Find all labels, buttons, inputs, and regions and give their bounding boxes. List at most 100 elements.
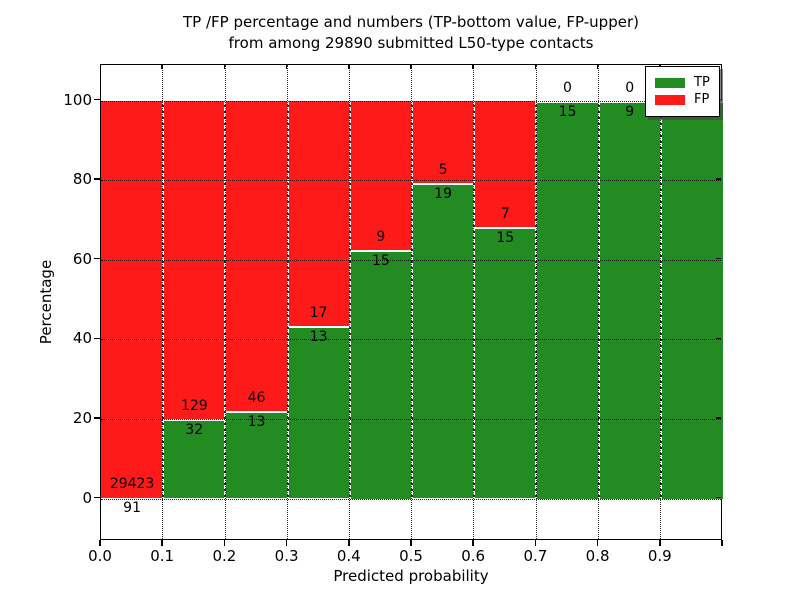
vertical-gridline	[162, 65, 164, 539]
vertical-gridline	[660, 65, 662, 539]
x-tick-label: 0.9	[647, 547, 672, 565]
bar-segment-fp	[349, 100, 412, 250]
vertical-gridline	[286, 65, 288, 539]
x-tick-label: 0.0	[88, 547, 112, 565]
tp-color-swatch	[655, 78, 685, 88]
y-tick-mark-right	[715, 337, 721, 340]
y-tick-mark	[94, 417, 100, 419]
bar-segment-tp	[163, 419, 226, 499]
chart-title-line2: from among 29890 submitted L50-type cont…	[228, 34, 594, 52]
tp-count-label: 91	[123, 500, 141, 517]
tp-count-label: 19	[434, 186, 452, 203]
y-tick-label: 40	[72, 329, 92, 348]
tp-count-label: 15	[496, 230, 515, 247]
x-tick-label: 0.8	[585, 547, 610, 565]
x-tick-label: 0.3	[274, 547, 299, 565]
bar-segment-fp	[101, 100, 164, 498]
fp-count-label: 5	[438, 162, 448, 179]
y-tick-mark-right	[715, 496, 721, 499]
tp-count-label: 15	[558, 103, 577, 120]
bar-segment-fp	[474, 100, 537, 228]
chart-title-line1: TP /FP percentage and numbers (TP-bottom…	[183, 13, 639, 31]
x-tick-mark	[161, 540, 163, 546]
horizontal-gridline	[101, 100, 721, 102]
x-tick-mark	[472, 540, 474, 546]
x-tick-label: 0.5	[399, 547, 423, 565]
legend-label-tp: TP	[694, 75, 710, 90]
x-tick-mark-top	[596, 64, 599, 69]
x-tick-mark	[721, 540, 723, 546]
plot-area: 2942391129324613171391551971501509032	[100, 64, 723, 540]
x-tick-mark-top	[534, 64, 537, 69]
fp-count-label: 129	[180, 398, 208, 415]
y-tick-mark	[94, 257, 100, 260]
tp-count-label: 15	[371, 252, 390, 269]
fp-count-label: 46	[247, 389, 266, 406]
legend-item-tp: TP	[655, 76, 710, 90]
x-tick-mark	[285, 540, 288, 546]
fp-count-label: 29423	[109, 476, 155, 493]
x-tick-mark	[534, 540, 537, 546]
fp-count-label: 0	[563, 79, 572, 96]
vertical-gridline	[411, 65, 413, 539]
tp-count-label: 13	[247, 413, 266, 430]
bar-segment-tp	[660, 100, 723, 499]
horizontal-gridline	[101, 498, 721, 500]
vertical-gridline	[597, 65, 599, 539]
vertical-gridline	[473, 65, 475, 539]
bar-segment-tp	[474, 227, 537, 499]
legend: TP FP	[645, 66, 720, 117]
x-tick-mark-top	[223, 64, 226, 69]
x-tick-mark-top	[285, 64, 288, 69]
y-tick-label: 0	[82, 488, 92, 507]
x-tick-label: 0.1	[150, 547, 175, 565]
y-tick-mark-right	[715, 178, 721, 180]
horizontal-gridline	[101, 418, 721, 420]
x-tick-mark	[659, 540, 661, 546]
horizontal-gridline	[101, 180, 721, 182]
x-tick-label: 0.2	[212, 547, 237, 565]
bar-segment-tp	[536, 100, 599, 499]
y-tick-label: 60	[72, 249, 92, 268]
x-tick-label: 0.6	[461, 547, 486, 565]
tp-count-label: 32	[185, 422, 204, 439]
bar-segment-tp	[225, 410, 288, 499]
bar-segment-tp	[287, 326, 350, 499]
x-tick-mark	[348, 540, 350, 546]
y-tick-mark	[94, 98, 100, 101]
bar-segment-tp	[412, 183, 475, 499]
bar-segment-tp	[101, 497, 164, 499]
y-tick-label: 80	[72, 170, 92, 189]
x-tick-mark	[596, 540, 599, 546]
x-tick-label: 0.7	[523, 547, 548, 565]
bar-segment-tp	[349, 249, 412, 499]
horizontal-gridline	[101, 339, 721, 341]
x-tick-mark-top	[161, 64, 163, 69]
bar-segment-fp	[225, 100, 288, 411]
x-tick-mark	[410, 540, 412, 546]
x-tick-mark	[99, 540, 101, 546]
fp-count-label: 17	[309, 305, 328, 322]
bar-segment-tp	[598, 100, 661, 499]
chart-title: TP /FP percentage and numbers (TP-bottom…	[100, 12, 722, 54]
vertical-gridline	[224, 65, 226, 539]
x-tick-mark-top	[348, 64, 350, 69]
y-tick-label: 20	[72, 408, 92, 427]
vertical-gridline	[349, 65, 351, 539]
vertical-gridline	[535, 65, 537, 539]
y-tick-mark	[94, 496, 100, 499]
fp-count-label: 7	[500, 206, 510, 223]
x-tick-mark	[223, 540, 226, 546]
tp-count-label: 13	[309, 329, 328, 346]
horizontal-gridline	[101, 259, 721, 261]
tp-count-label: 9	[625, 103, 635, 120]
legend-item-fp: FP	[655, 93, 710, 107]
fp-count-label: 0	[625, 79, 635, 96]
y-tick-mark-right	[715, 417, 721, 419]
y-tick-label: 100	[63, 90, 92, 109]
y-tick-mark-right	[715, 257, 721, 260]
x-tick-mark-top	[410, 64, 412, 69]
bar-segment-fp	[287, 100, 350, 327]
y-tick-mark	[94, 337, 100, 340]
